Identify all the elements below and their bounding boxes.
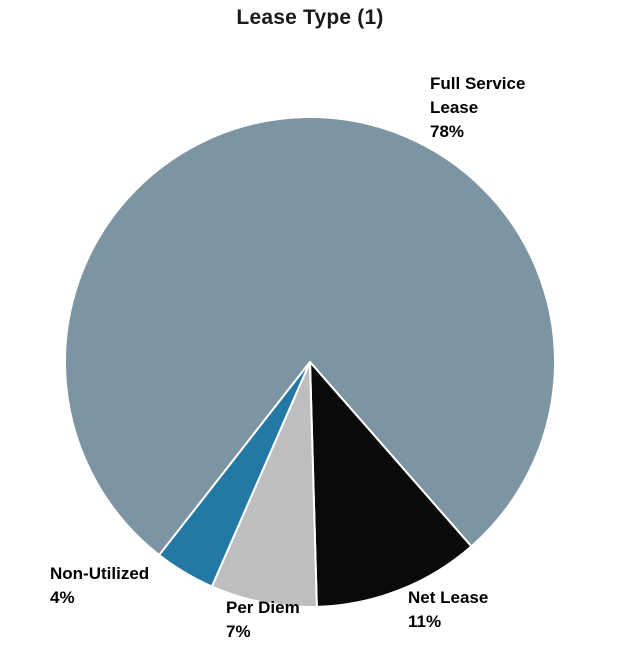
chart-title: Lease Type (1) — [236, 6, 384, 29]
slice-label-line: 4% — [50, 588, 75, 607]
slice-label-line: Net Lease — [408, 588, 489, 607]
slice-label-per-diem: Per Diem 7% — [226, 596, 300, 644]
slice-label-line: Non-Utilized — [50, 564, 150, 583]
pie-slice-per-diem — [210, 361, 318, 608]
slice-label-line: Lease — [430, 98, 479, 117]
pie-slice-full-service-lease — [64, 116, 556, 557]
slice-label-non-utilized: Non-Utilized 4% — [50, 562, 149, 610]
slice-label-line: 7% — [226, 622, 251, 641]
slice-label-line: 11% — [408, 612, 442, 631]
slice-label-net-lease: Net Lease 11% — [408, 586, 488, 634]
pie-slice-non-utilized — [158, 361, 311, 588]
slice-label-line: Per Diem — [226, 598, 300, 617]
slice-label-line: Full Service — [430, 74, 526, 93]
pie-slice-net-lease — [309, 361, 473, 608]
slice-label-full-service-lease: Full Service Lease 78% — [430, 72, 525, 144]
slice-label-line: 78% — [430, 122, 465, 141]
